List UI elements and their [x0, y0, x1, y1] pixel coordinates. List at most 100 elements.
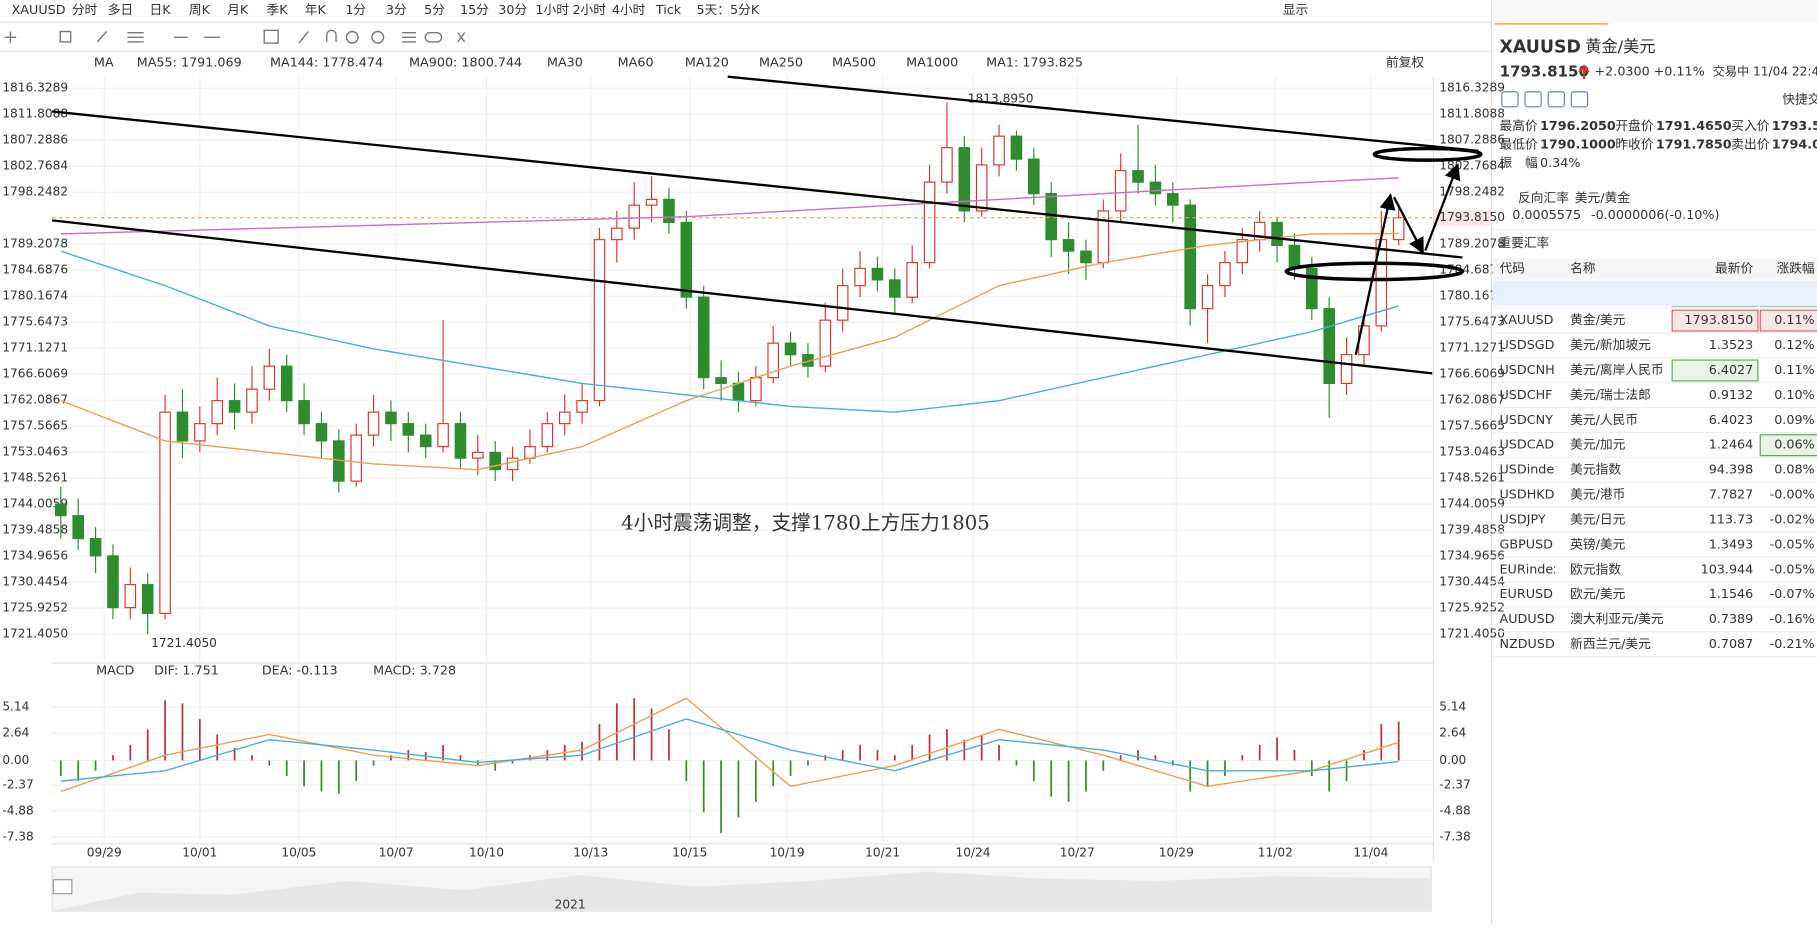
period-tab[interactable]: 15分	[460, 3, 489, 18]
legend-entry[interactable]: MA900: 1800.744	[409, 55, 522, 70]
y-tick-label: 1748.5261	[1439, 471, 1505, 485]
cell-name: 美元/离岸人民币	[1570, 362, 1663, 378]
period-tab[interactable]: 2小时	[572, 3, 606, 18]
cell-price: 0.7087	[1709, 637, 1754, 652]
indicator-line	[60, 697, 1399, 793]
quote-button[interactable]	[1570, 91, 1589, 108]
y-tick-label: 1757.5665	[1439, 419, 1505, 433]
y-tick-label: -7.38	[2, 829, 33, 843]
legend-entry[interactable]: MA1: 1793.825	[986, 55, 1083, 70]
arrow	[1424, 163, 1461, 251]
cell-code[interactable]: EURUSD	[1499, 587, 1553, 602]
period-tab[interactable]: 5分	[424, 3, 445, 18]
legend-entry[interactable]: MA120	[685, 55, 729, 70]
y-tick-label: 1811.8088	[1439, 107, 1505, 121]
candle-body	[975, 164, 988, 212]
cell-code[interactable]: USDSGD	[1499, 338, 1554, 353]
cell-code[interactable]: XAUUSD	[1499, 313, 1553, 328]
cell-code[interactable]: USDindex	[1499, 463, 1562, 478]
cell-code[interactable]: AUDUSD	[1499, 612, 1554, 627]
period-tab[interactable]: 5天：5分K	[696, 3, 759, 18]
period-tab[interactable]: 分时	[72, 3, 98, 18]
y-tick-label: 1730.4454	[1439, 575, 1505, 589]
stat-label: 最低价	[1499, 138, 1537, 153]
cell-name: 美元/加元	[1570, 438, 1625, 453]
period-tab[interactable]: Tick	[655, 3, 682, 18]
cell-change: 0.10%	[1774, 388, 1814, 403]
y-tick-label: 2.64	[1439, 726, 1466, 740]
indicator-name: MACD	[96, 664, 134, 679]
period-tab[interactable]: 1分	[345, 3, 366, 18]
legend-entry[interactable]: MA144: 1778.474	[270, 55, 383, 70]
quote-button[interactable]	[1547, 91, 1565, 108]
candle-body	[419, 434, 432, 448]
display-menu[interactable]: 显示	[1283, 3, 1308, 18]
y-tick-label: 1748.5261	[2, 471, 68, 485]
stat-label: 开盘价	[1615, 118, 1653, 134]
quote-button[interactable]	[1501, 91, 1519, 108]
adjust-button[interactable]: 前复权	[1386, 54, 1424, 70]
cell-code[interactable]: USDCNH	[1499, 363, 1554, 378]
candle-body	[524, 446, 536, 459]
stat-value: 0.34%	[1540, 156, 1580, 171]
legend-entry[interactable]: MA1000	[906, 55, 958, 70]
y-tick-label: 1721.4050	[2, 627, 68, 641]
cell-flash	[1671, 359, 1759, 382]
cell-code[interactable]: EURindex	[1499, 562, 1561, 577]
period-tab[interactable]: 日K	[149, 3, 171, 18]
cell-name: 美元指数	[1570, 463, 1621, 478]
legend-entry[interactable]: MA60	[618, 55, 654, 70]
cell-name: 澳大利亚元/美元	[1570, 611, 1664, 627]
cell-code[interactable]: GBPUSD	[1499, 537, 1553, 552]
period-tab[interactable]: 30分	[498, 3, 527, 18]
y-tick-label: 1744.0059	[2, 497, 68, 511]
navigator-handle[interactable]	[52, 879, 73, 895]
period-tab[interactable]: 季K	[267, 3, 289, 18]
period-tab[interactable]: 多日	[108, 3, 133, 18]
candle-body	[923, 181, 936, 264]
cell-price: 6.4023	[1709, 413, 1754, 428]
period-tab[interactable]: 1小时	[535, 3, 569, 18]
legend-entry[interactable]: MA250	[759, 55, 803, 70]
legend-entry[interactable]: MA55: 1791.069	[137, 55, 242, 70]
trend-line	[727, 75, 1479, 153]
cell-flash	[1759, 434, 1817, 457]
cell-change: 0.12%	[1774, 338, 1814, 353]
indicator-line	[60, 232, 1399, 471]
cell-code[interactable]: USDJPY	[1499, 512, 1545, 527]
drawing-tools[interactable]	[4, 29, 466, 44]
cell-code[interactable]: USDHKD	[1499, 488, 1554, 503]
y-tick-label: 1775.6473	[2, 315, 68, 329]
candle-body	[176, 411, 189, 442]
cell-code[interactable]: NZDUSD	[1499, 637, 1554, 652]
candle-body	[941, 147, 953, 183]
candle-body	[819, 319, 832, 367]
legend-entry[interactable]: MA30	[547, 55, 583, 70]
candle-body	[732, 382, 745, 402]
period-tab[interactable]: 3分	[386, 3, 407, 18]
y-tick-label: 1725.9252	[1439, 601, 1505, 615]
cell-code[interactable]: USDCHF	[1499, 388, 1552, 403]
cell-price: 94.398	[1709, 463, 1754, 478]
period-tab[interactable]: 周K	[189, 3, 211, 18]
cell-price: 6.4027	[1709, 363, 1754, 378]
legend-entry[interactable]: MA500	[832, 55, 876, 70]
legend-entry: DIF: 1.751	[154, 664, 219, 679]
stat-value: 1796.2050	[1540, 119, 1616, 134]
y-tick-label: -4.88	[1439, 803, 1470, 817]
cell-change: -0.07%	[1770, 587, 1815, 602]
candle-body	[871, 267, 884, 281]
period-tab[interactable]: 月K	[227, 3, 249, 18]
chart-bg	[0, 0, 1491, 924]
cell-code[interactable]: USDCAD	[1499, 438, 1554, 453]
cell-flash	[1671, 309, 1759, 332]
period-tab[interactable]: 4小时	[612, 3, 646, 18]
symbol-tab[interactable]: XAUUSD	[12, 3, 66, 18]
navigator-area	[52, 871, 1432, 912]
quote-button[interactable]	[1524, 91, 1542, 108]
x-tick-label: 10/13	[573, 846, 608, 860]
candle-body	[576, 400, 588, 413]
y-tick-label: 1766.6069	[2, 367, 68, 381]
cell-code[interactable]: USDCNY	[1499, 413, 1553, 428]
period-tab[interactable]: 年K	[305, 3, 327, 18]
